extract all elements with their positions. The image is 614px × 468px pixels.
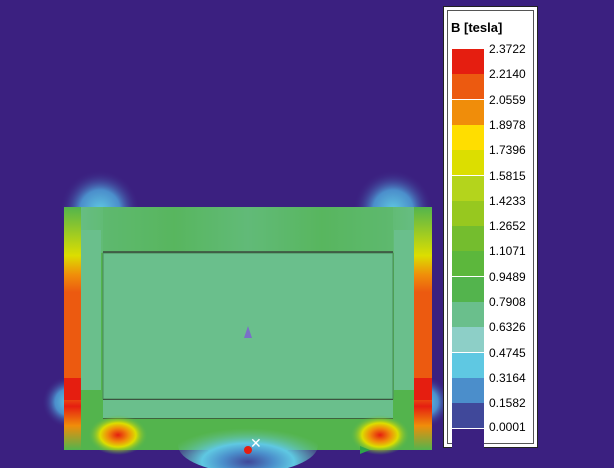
legend-frame xyxy=(447,10,534,444)
axis-arrow-icon xyxy=(360,446,370,454)
legend-swatch xyxy=(452,428,484,449)
bottom-left-corner-hot xyxy=(64,378,81,400)
legend-swatch xyxy=(452,99,484,125)
bottom-plate xyxy=(103,400,393,418)
legend-level-label: 0.6326 xyxy=(489,320,526,335)
legend-swatch xyxy=(452,302,484,327)
legend-level-label: 1.5815 xyxy=(489,168,526,183)
legend-level-label: 2.2140 xyxy=(489,67,526,82)
legend-level-label: 1.8978 xyxy=(489,117,526,132)
bottom-hotspot-left xyxy=(88,415,148,455)
left-gap xyxy=(81,230,101,390)
legend-level-label: 0.3164 xyxy=(489,370,526,385)
legend-swatch xyxy=(452,150,484,176)
center-marker-icon xyxy=(244,326,252,338)
x-axis-glyph-icon: ✕ xyxy=(250,435,262,451)
legend-level-label: 2.0559 xyxy=(489,92,526,107)
legend-level-label: 1.2652 xyxy=(489,219,526,234)
legend-swatch xyxy=(452,200,484,226)
legend-swatch xyxy=(452,352,484,378)
legend-level-label: 0.9489 xyxy=(489,269,526,284)
legend-title: B [tesla] xyxy=(451,20,503,35)
origin-marker-icon xyxy=(244,446,252,454)
legend-level-label: 0.7908 xyxy=(489,295,526,309)
left-leg xyxy=(64,207,81,450)
legend-swatch xyxy=(452,276,484,302)
bottom-right-corner-hot xyxy=(414,378,432,400)
legend-swatch xyxy=(452,175,484,201)
legend-level-label: 0.0001 xyxy=(489,419,526,434)
right-leg xyxy=(414,207,432,450)
right-gap xyxy=(394,230,414,390)
legend-swatch xyxy=(452,327,484,353)
color-legend: B [tesla] 2.3722 2.2140 2.0559 1.8978 1.7396… xyxy=(443,6,538,449)
legend-level-label: 0.1582 xyxy=(489,396,526,411)
legend-level-label: 1.1071 xyxy=(489,244,526,259)
legend-swatch xyxy=(452,403,484,429)
legend-swatch xyxy=(452,251,484,277)
legend-level-label: 0.4745 xyxy=(489,345,526,360)
bottom-hotspot-right xyxy=(350,415,410,455)
legend-swatch xyxy=(452,124,484,150)
legend-swatch xyxy=(452,49,484,74)
top-plate xyxy=(103,207,393,253)
bottom-center-low-field xyxy=(178,417,318,468)
legend-swatch xyxy=(452,226,484,252)
legend-level-label: 1.7396 xyxy=(489,143,526,158)
legend-level-label: 2.3722 xyxy=(489,42,526,56)
legend-level-label: 1.4233 xyxy=(489,193,526,208)
legend-swatch xyxy=(452,74,484,100)
legend-swatch xyxy=(452,377,484,403)
